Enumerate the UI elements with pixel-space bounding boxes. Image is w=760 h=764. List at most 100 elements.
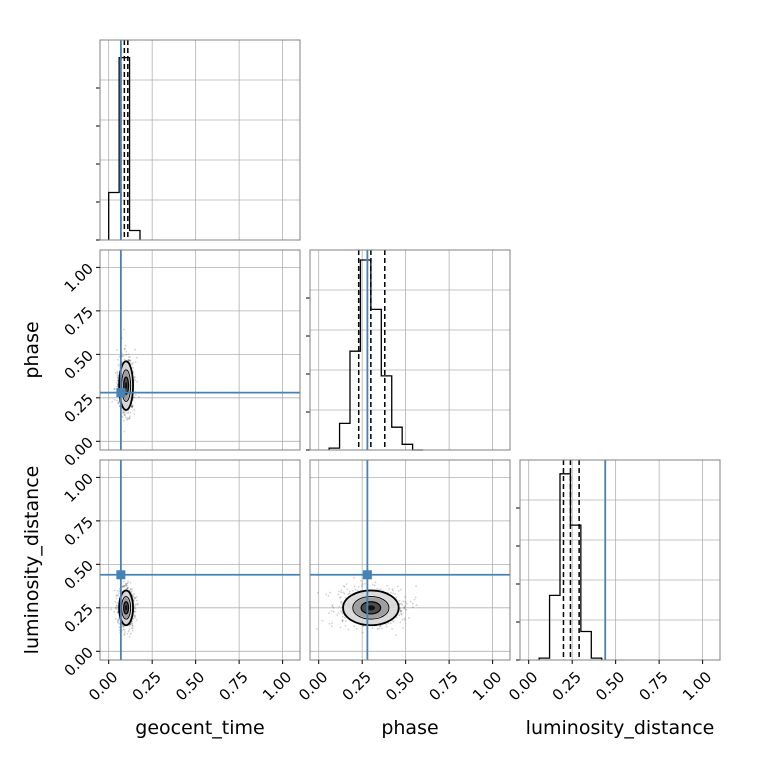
scatter-point [124, 631, 126, 633]
scatter-point [403, 606, 406, 608]
scatter-point [347, 593, 349, 596]
scatter-point [340, 591, 342, 593]
scatter-point [131, 590, 133, 593]
scatter-point [345, 583, 348, 585]
scatter-point [116, 372, 119, 375]
scatter-point [400, 613, 403, 616]
scatter-point [114, 607, 117, 610]
x-tick-label: 0.00 [295, 668, 331, 704]
scatter-point [337, 590, 340, 593]
scatter-point [131, 405, 133, 408]
scatter-point [132, 371, 135, 374]
scatter-point [353, 625, 355, 628]
scatter-point [114, 617, 117, 620]
y-axis-label-luminosity_distance: luminosity_distance [21, 466, 43, 655]
panel-border [99, 39, 301, 241]
scatter-point [396, 585, 399, 588]
scatter-point [121, 586, 124, 588]
scatter-point [129, 581, 132, 584]
scatter-point [122, 328, 125, 331]
scatter-point [388, 588, 390, 590]
scatter-point [411, 602, 414, 605]
scatter-point [123, 347, 126, 350]
scatter-point [126, 582, 129, 584]
panel-border [519, 459, 721, 661]
scatter-point [328, 622, 331, 625]
scatter-point [331, 604, 334, 606]
panel-border [309, 459, 511, 661]
scatter-point [373, 584, 376, 587]
scatter-point [113, 388, 116, 390]
scatter-point [121, 416, 124, 418]
scatter-point [331, 605, 334, 607]
y-tick-label: 0.75 [61, 303, 97, 339]
scatter-point [132, 618, 135, 620]
scatter-point [136, 380, 139, 383]
scatter-point [126, 587, 129, 590]
scatter-point [380, 588, 382, 590]
scatter-point [117, 374, 119, 377]
scatter-point [399, 609, 402, 612]
x-tick-label: 0.50 [172, 668, 208, 704]
scatter-point [360, 585, 363, 588]
scatter-point [123, 414, 126, 417]
scatter-point [403, 618, 406, 621]
scatter-point [133, 597, 136, 600]
scatter-point [122, 419, 125, 422]
scatter-point [122, 409, 124, 412]
scatter-point [122, 625, 125, 628]
scatter-point [353, 576, 355, 579]
scatter-point [408, 617, 410, 619]
scatter-point [341, 612, 344, 615]
y-tick-label: 0.50 [61, 347, 97, 383]
y-tick-label: 0.00 [61, 434, 97, 470]
scatter-point [316, 591, 319, 594]
scatter-point [131, 620, 134, 622]
scatter-point [331, 622, 333, 625]
scatter-point [343, 592, 346, 595]
scatter-point [118, 402, 120, 405]
scatter-point [339, 626, 342, 629]
scatter-point [134, 379, 137, 382]
scatter-point [392, 589, 394, 592]
x-tick-label: 0.75 [216, 668, 252, 704]
scatter-point [395, 596, 398, 599]
scatter-point [377, 588, 380, 591]
scatter-point [400, 610, 402, 613]
scatter-point [395, 634, 398, 636]
scatter-point [131, 624, 134, 627]
scatter-point [402, 627, 404, 629]
panel-border [99, 249, 301, 451]
scatter-point [116, 349, 118, 351]
scatter-point [327, 595, 330, 597]
scatter-point [131, 363, 133, 365]
scatter-point [114, 600, 117, 603]
scatter-point [123, 358, 126, 361]
scatter-point [124, 583, 127, 585]
scatter-point [134, 361, 137, 363]
panel-phase-vs-geocent_time [100, 250, 300, 450]
scatter-point [361, 631, 364, 634]
x-tick-label: 0.50 [382, 668, 418, 704]
scatter-point [128, 417, 131, 420]
scatter-point [122, 585, 125, 588]
scatter-point [337, 593, 340, 596]
scatter-point [344, 596, 347, 599]
contour-inner [360, 601, 382, 615]
scatter-point [344, 624, 347, 627]
x-tick-label: 0.75 [426, 668, 462, 704]
contour-outer [118, 589, 134, 627]
scatter-point [129, 359, 132, 362]
scatter-point [404, 604, 407, 607]
scatter-point [116, 605, 118, 607]
scatter-point [372, 583, 374, 586]
scatter-point [123, 430, 126, 433]
scatter-point [113, 589, 116, 592]
scatter-point [385, 623, 387, 626]
scatter-point [339, 610, 342, 613]
scatter-point [115, 597, 118, 600]
scatter-point [364, 582, 367, 585]
histogram-phase [328, 259, 424, 451]
scatter-point [354, 588, 357, 591]
